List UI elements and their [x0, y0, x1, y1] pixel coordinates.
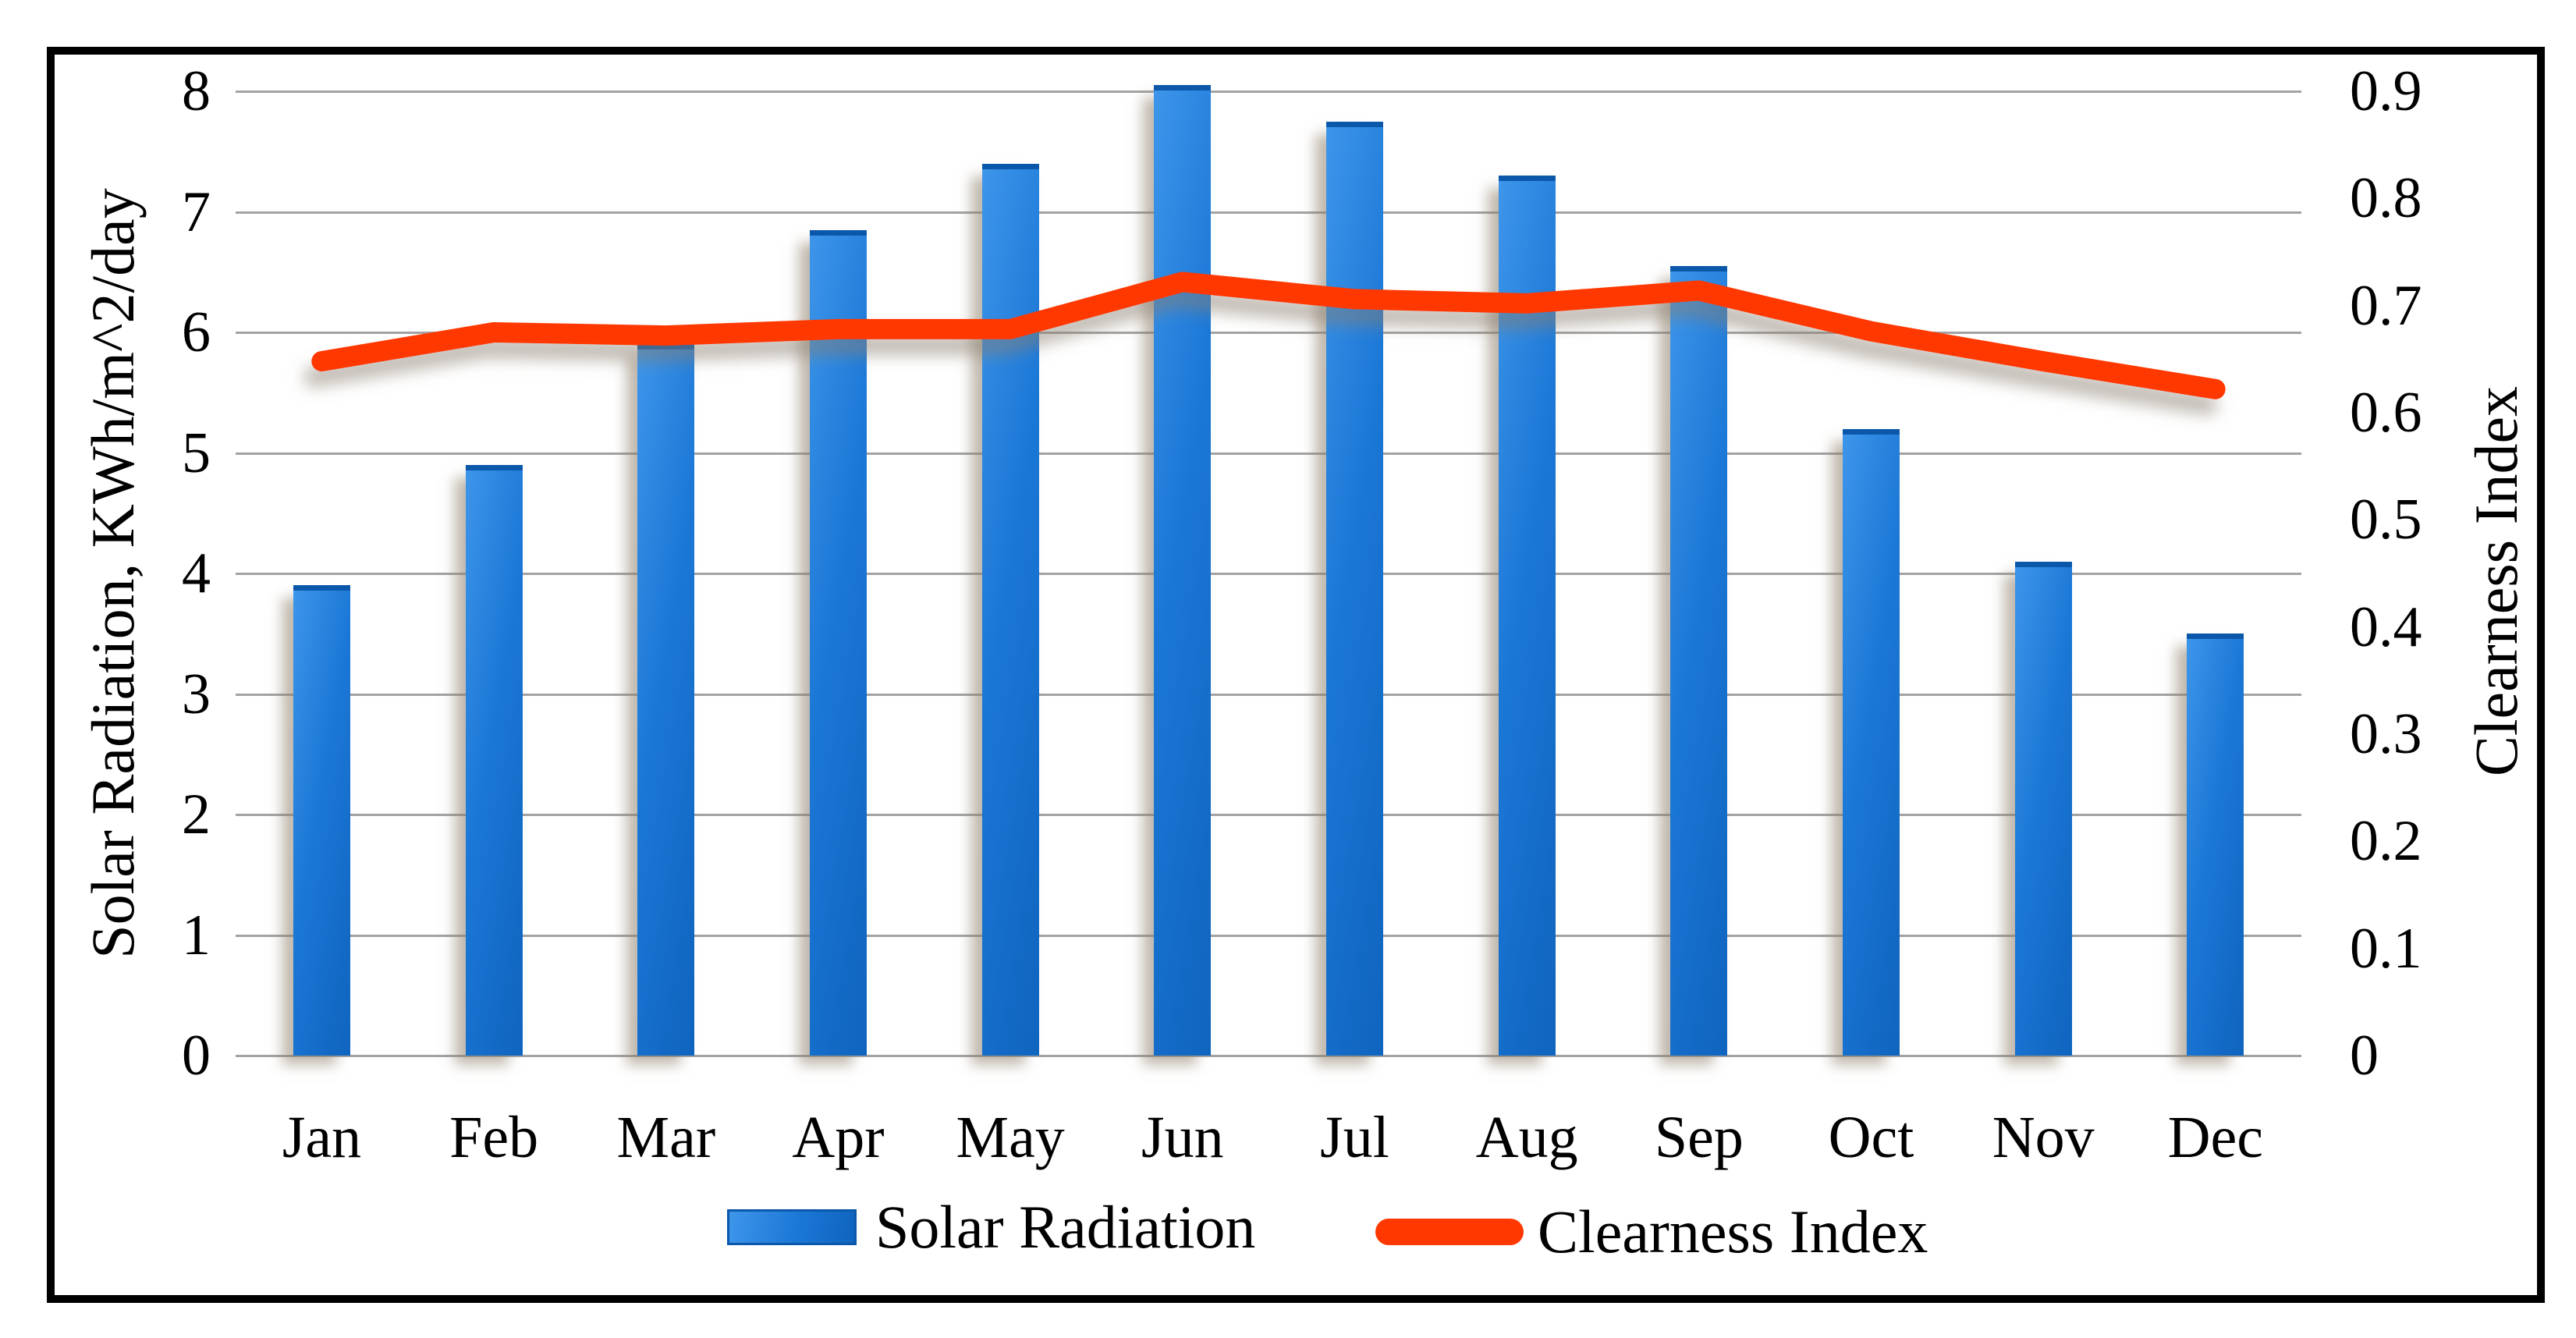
bar-Aug[interactable] [1498, 176, 1556, 1056]
gridline-5 [236, 452, 2301, 455]
month-label-Mar: Mar [616, 1105, 716, 1170]
month-label-Feb: Feb [449, 1105, 539, 1170]
right-tick-0.7: 0.7 [2350, 273, 2422, 338]
left-tick-6: 6 [182, 300, 211, 364]
gridline-4 [236, 573, 2301, 575]
right-tick-0.2: 0.2 [2350, 809, 2422, 874]
bar-Jan[interactable] [293, 585, 350, 1056]
gridline-3 [236, 693, 2301, 696]
right-axis-title: Clearness Index [2462, 385, 2530, 777]
bar-Mar[interactable] [637, 344, 695, 1056]
legend-label-clearness-index: Clearness Index [1538, 1198, 1928, 1265]
month-label-Nov: Nov [1992, 1105, 2095, 1170]
gridline-8 [236, 91, 2301, 93]
month-label-Aug: Aug [1475, 1105, 1578, 1170]
bar-Dec[interactable] [2187, 634, 2244, 1056]
gridline-0 [236, 1055, 2301, 1057]
legend-item-solar-radiation: Solar Radiation [727, 1193, 1256, 1261]
month-label-May: May [956, 1105, 1065, 1170]
left-axis-title: Solar Radiation, KWh/m^2/day [79, 188, 147, 959]
legend: Solar Radiation Clearness Index [0, 1193, 2576, 1262]
bar-Jun[interactable] [1154, 85, 1212, 1056]
month-label-Oct: Oct [1828, 1105, 1914, 1170]
right-tick-0.9: 0.9 [2350, 59, 2422, 123]
bar-Sep[interactable] [1670, 266, 1728, 1056]
gridline-7 [236, 211, 2301, 214]
legend-label-solar-radiation: Solar Radiation [875, 1193, 1256, 1261]
month-label-Apr: Apr [792, 1105, 885, 1170]
legend-item-clearness-index: Clearness Index [1375, 1201, 1928, 1262]
bar-Nov[interactable] [2014, 561, 2072, 1056]
left-tick-5: 5 [182, 421, 211, 485]
bar-Apr[interactable] [809, 229, 867, 1056]
right-tick-0.4: 0.4 [2350, 594, 2422, 659]
bar-Oct[interactable] [1842, 428, 1900, 1056]
right-tick-0: 0 [2350, 1024, 2379, 1088]
left-tick-3: 3 [182, 662, 211, 726]
bar-swatch-icon [727, 1209, 857, 1245]
gridline-6 [236, 332, 2301, 334]
bar-May[interactable] [981, 163, 1039, 1056]
right-tick-0.3: 0.3 [2350, 702, 2422, 766]
right-tick-0.1: 0.1 [2350, 916, 2422, 981]
left-tick-4: 4 [182, 541, 211, 605]
right-tick-0.6: 0.6 [2350, 381, 2422, 445]
bar-Feb[interactable] [465, 464, 523, 1056]
month-label-Jul: Jul [1320, 1105, 1389, 1170]
left-tick-7: 7 [182, 179, 211, 244]
right-tick-0.5: 0.5 [2350, 488, 2422, 552]
left-tick-0: 0 [182, 1024, 211, 1088]
left-tick-1: 1 [182, 903, 211, 967]
left-tick-2: 2 [182, 783, 211, 846]
month-label-Dec: Dec [2167, 1105, 2263, 1170]
chart-frame [47, 47, 2545, 1303]
left-tick-8: 8 [182, 59, 211, 123]
month-label-Jun: Jun [1141, 1105, 1224, 1170]
line-swatch-icon [1375, 1219, 1524, 1245]
gridline-2 [236, 814, 2301, 816]
month-label-Sep: Sep [1654, 1105, 1744, 1170]
gridline-1 [236, 934, 2301, 937]
right-tick-0.8: 0.8 [2350, 166, 2422, 231]
bar-Jul[interactable] [1325, 121, 1383, 1056]
month-label-Jan: Jan [282, 1105, 362, 1170]
